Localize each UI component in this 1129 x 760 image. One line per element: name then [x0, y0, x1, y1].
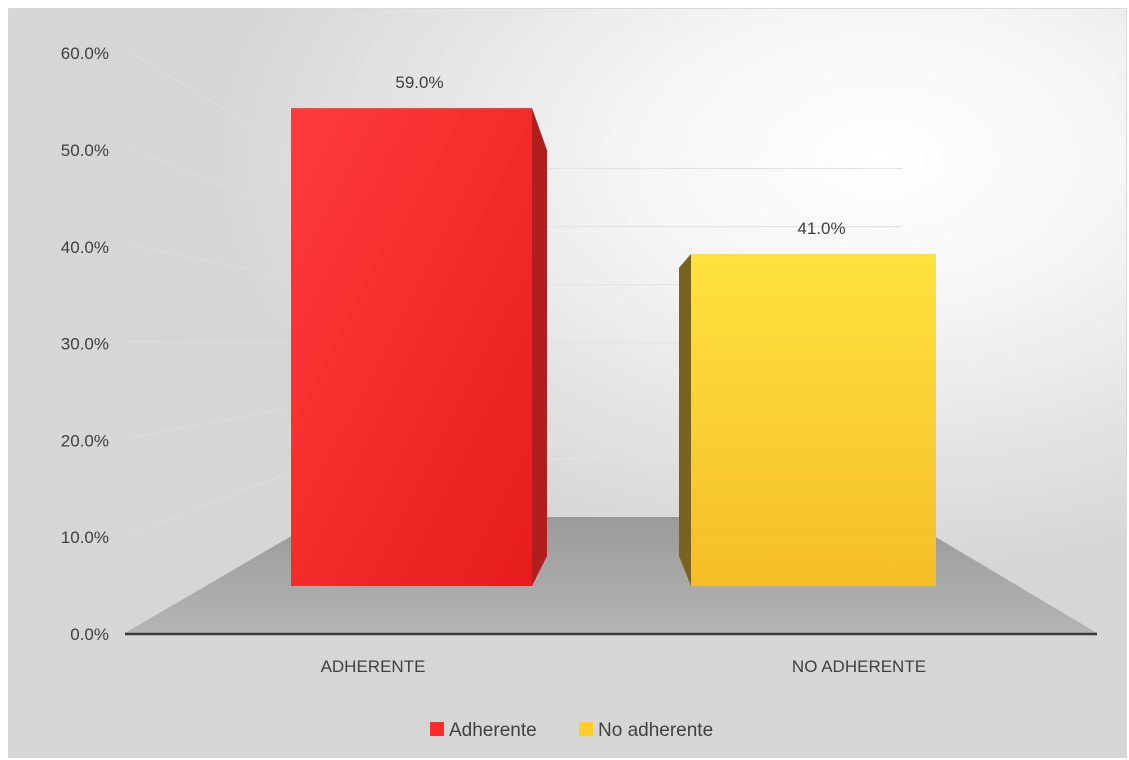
bar-no-adherente — [691, 253, 936, 586]
bar-side — [679, 253, 691, 586]
y-tick-label: 30.0% — [61, 335, 109, 354]
y-tick-label: 20.0% — [61, 431, 109, 450]
data-label: 59.0% — [395, 73, 443, 92]
y-tick-label: 0.0% — [70, 625, 109, 644]
bars: 59.0% 41.0% — [291, 73, 936, 586]
legend-label: No adherente — [598, 720, 713, 741]
bar-side — [532, 108, 547, 586]
bar-adherente — [291, 108, 532, 586]
y-tick-label: 50.0% — [61, 141, 109, 160]
data-label: 41.0% — [797, 219, 845, 238]
y-tick-label: 60.0% — [61, 44, 109, 63]
legend-swatch — [579, 722, 593, 736]
legend: Adherente No adherente — [430, 720, 713, 741]
y-tick-label: 10.0% — [61, 528, 109, 547]
y-axis: 0.0% 10.0% 20.0% 30.0% 40.0% 50.0% 60.0% — [61, 44, 109, 644]
bar-chart: 59.0% 41.0% 0.0% 10.0% 20.0% 30.0% 40.0% 50.0%… — [61, 44, 1097, 741]
x-axis: ADHERENTE NO ADHERENTE — [321, 657, 927, 676]
x-tick-label: NO ADHERENTE — [792, 657, 926, 676]
chart-floor — [125, 517, 1097, 633]
chart-area: 59.0% 41.0% 0.0% 10.0% 20.0% 30.0% 40.0% 50.0%… — [8, 8, 1127, 758]
y-tick-label: 40.0% — [61, 238, 109, 257]
x-tick-label: ADHERENTE — [321, 657, 426, 676]
legend-label: Adherente — [449, 720, 537, 741]
legend-swatch — [430, 722, 444, 736]
